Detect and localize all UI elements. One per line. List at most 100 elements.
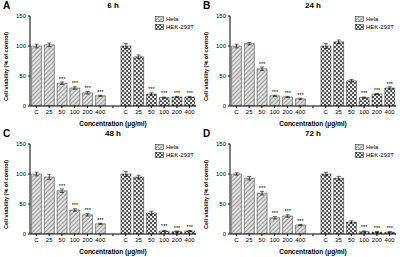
svg-text:***: *** [284, 208, 291, 214]
svg-text:Cell viability (% of control): Cell viability (% of control) [8, 32, 9, 101]
svg-text:0: 0 [223, 103, 227, 109]
svg-text:400: 400 [295, 109, 306, 115]
svg-text:400: 400 [295, 237, 306, 243]
svg-text:200: 200 [82, 237, 93, 243]
svg-text:100: 100 [159, 109, 170, 115]
svg-text:200: 200 [172, 237, 183, 243]
svg-text:200: 200 [172, 109, 183, 115]
svg-text:400: 400 [185, 237, 196, 243]
svg-text:400: 400 [95, 237, 106, 243]
svg-text:50: 50 [148, 109, 155, 115]
svg-text:C: C [324, 237, 329, 243]
svg-text:25: 25 [335, 109, 342, 115]
svg-text:400: 400 [385, 109, 392, 115]
svg-text:150: 150 [16, 13, 27, 19]
svg-text:200: 200 [282, 109, 293, 115]
svg-text:***: *** [161, 90, 168, 96]
svg-text:200: 200 [372, 237, 383, 243]
svg-text:0: 0 [23, 103, 27, 109]
svg-text:C: C [34, 237, 39, 243]
svg-text:50: 50 [19, 201, 26, 207]
svg-text:Concentration (μg/ml): Concentration (μg/ml) [79, 248, 147, 256]
svg-text:200: 200 [372, 109, 383, 115]
svg-text:0: 0 [23, 231, 27, 237]
svg-text:50: 50 [19, 73, 26, 79]
svg-text:50: 50 [348, 109, 355, 115]
svg-text:***: *** [374, 225, 381, 231]
svg-text:200: 200 [82, 109, 93, 115]
svg-text:C: C [34, 109, 39, 115]
svg-text:***: *** [84, 207, 91, 213]
svg-text:***: *** [259, 185, 266, 191]
svg-text:***: *** [187, 224, 194, 230]
svg-text:50: 50 [219, 201, 226, 207]
svg-text:150: 150 [216, 141, 227, 147]
svg-text:100: 100 [159, 237, 170, 243]
svg-text:25: 25 [46, 109, 53, 115]
svg-text:25: 25 [135, 237, 142, 243]
svg-text:C: C [324, 109, 329, 115]
svg-text:***: *** [59, 183, 66, 189]
svg-text:50: 50 [59, 109, 66, 115]
svg-text:100: 100 [16, 43, 27, 49]
svg-text:25: 25 [335, 237, 342, 243]
svg-text:***: *** [387, 81, 392, 87]
svg-text:***: *** [84, 85, 91, 91]
svg-text:***: *** [387, 225, 392, 231]
svg-text:Concentration (μg/ml): Concentration (μg/ml) [279, 120, 347, 128]
svg-text:150: 150 [216, 13, 227, 19]
svg-text:25: 25 [246, 237, 253, 243]
svg-text:100: 100 [359, 109, 370, 115]
svg-text:***: *** [59, 76, 66, 82]
svg-text:100: 100 [270, 109, 281, 115]
svg-text:C: C [234, 109, 239, 115]
svg-text:100: 100 [70, 109, 81, 115]
svg-text:Cell viability (% of control): Cell viability (% of control) [203, 32, 209, 101]
svg-text:50: 50 [259, 237, 266, 243]
svg-text:100: 100 [70, 237, 81, 243]
svg-text:***: *** [297, 92, 304, 98]
svg-text:50: 50 [59, 237, 66, 243]
svg-text:50: 50 [219, 73, 226, 79]
svg-text:400: 400 [185, 109, 196, 115]
svg-text:150: 150 [16, 141, 27, 147]
svg-text:***: *** [97, 217, 104, 223]
svg-text:***: *** [187, 90, 194, 96]
svg-text:25: 25 [246, 109, 253, 115]
svg-text:***: *** [97, 89, 104, 95]
svg-text:200: 200 [282, 237, 293, 243]
svg-text:***: *** [374, 87, 381, 93]
svg-text:50: 50 [348, 237, 355, 243]
svg-text:50: 50 [148, 237, 155, 243]
svg-text:100: 100 [16, 171, 27, 177]
svg-text:50: 50 [259, 109, 266, 115]
svg-text:***: *** [148, 86, 155, 92]
svg-text:100: 100 [216, 43, 227, 49]
svg-text:100: 100 [359, 237, 370, 243]
svg-text:***: *** [284, 90, 291, 96]
svg-text:***: *** [297, 218, 304, 224]
svg-text:400: 400 [95, 109, 106, 115]
svg-text:400: 400 [385, 237, 392, 243]
svg-text:Cell viability (% of control): Cell viability (% of control) [8, 160, 9, 229]
svg-text:***: *** [272, 210, 279, 216]
svg-text:***: *** [272, 89, 279, 95]
svg-text:C: C [124, 109, 129, 115]
svg-text:100: 100 [270, 237, 281, 243]
svg-text:25: 25 [46, 237, 53, 243]
svg-text:***: *** [361, 90, 368, 96]
svg-text:100: 100 [216, 171, 227, 177]
svg-text:***: *** [72, 80, 79, 86]
svg-text:***: *** [259, 61, 266, 67]
svg-text:***: *** [161, 223, 168, 229]
svg-text:C: C [124, 237, 129, 243]
svg-text:***: *** [174, 90, 181, 96]
svg-text:25: 25 [135, 109, 142, 115]
svg-text:0: 0 [223, 231, 227, 237]
svg-text:***: *** [174, 225, 181, 231]
svg-text:Cell viability (% of control): Cell viability (% of control) [203, 160, 209, 229]
svg-text:Concentration (μg/ml): Concentration (μg/ml) [279, 248, 347, 256]
svg-text:C: C [234, 237, 239, 243]
svg-text:Concentration (μg/ml): Concentration (μg/ml) [79, 120, 147, 128]
svg-text:***: *** [361, 224, 368, 230]
